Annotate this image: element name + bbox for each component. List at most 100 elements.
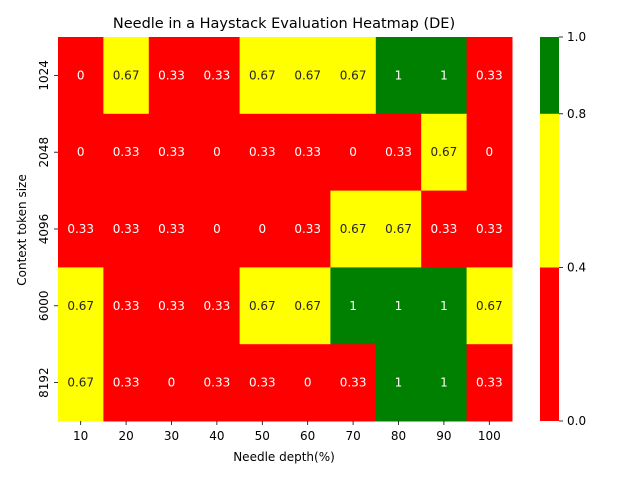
heatmap-cells: 0 0.67 0.33 0.33 0.67 0.67 0.67 1 1 0.33 0 0.33 0.33… <box>58 37 513 422</box>
heatmap-cell <box>285 113 331 192</box>
y-tick-label: 8192 <box>37 367 51 398</box>
cell-value-label: 0 <box>304 376 312 390</box>
cell-value-label: 0.33 <box>158 299 185 313</box>
heatmap-cell <box>148 344 195 422</box>
heatmap-cell <box>330 37 377 115</box>
cell-value-label: 0.67 <box>249 299 276 313</box>
x-tick-label: 20 <box>118 429 133 443</box>
heatmap-cell <box>466 344 513 422</box>
cell-value-label: 0.33 <box>113 376 140 390</box>
cell-value-label: 0.67 <box>294 299 321 313</box>
cell-value-label: 0.33 <box>476 68 503 82</box>
heatmap-cell <box>239 267 286 345</box>
heatmap-cell <box>103 37 150 115</box>
heatmap-cell <box>194 267 241 345</box>
cell-value-label: 0.67 <box>249 68 276 82</box>
heatmap-cell <box>148 190 195 268</box>
heatmap-cell <box>466 267 513 345</box>
cell-value-label: 0.67 <box>431 145 458 159</box>
heatmap-cell <box>466 37 513 115</box>
colorbar-segment <box>540 267 559 421</box>
y-tick-label: 1024 <box>37 60 51 91</box>
heatmap-cell <box>103 344 150 422</box>
y-tick-label: 4096 <box>37 214 51 245</box>
cell-value-label: 1 <box>395 376 403 390</box>
heatmap-cell <box>330 344 377 422</box>
x-tick-label: 60 <box>300 429 315 443</box>
heatmap-cell <box>239 344 286 422</box>
heatmap-cell <box>58 37 104 115</box>
cell-value-label: 0.33 <box>294 145 321 159</box>
heatmap-cell <box>239 37 286 115</box>
heatmap-cell <box>421 37 468 115</box>
heatmap-cell <box>285 37 331 115</box>
y-tick-label: 2048 <box>37 137 51 168</box>
cell-value-label: 0.33 <box>158 222 185 236</box>
x-tick-label: 50 <box>255 429 270 443</box>
cell-value-label: 1 <box>349 299 357 313</box>
cell-value-label: 0.33 <box>113 145 140 159</box>
cell-value-label: 0.33 <box>204 376 231 390</box>
cell-value-label: 1 <box>440 376 448 390</box>
cell-value-label: 1 <box>440 299 448 313</box>
cell-value-label: 0.33 <box>249 145 276 159</box>
cell-value-label: 0.67 <box>340 222 367 236</box>
heatmap-cell <box>194 113 241 192</box>
x-tick-label: 90 <box>436 429 451 443</box>
heatmap-cell <box>148 37 195 115</box>
cell-value-label: 0.33 <box>294 222 321 236</box>
cell-value-label: 0 <box>213 145 221 159</box>
cell-value-label: 0.33 <box>158 145 185 159</box>
cell-value-label: 0.67 <box>113 68 140 82</box>
cell-value-label: 0.33 <box>385 145 412 159</box>
heatmap-cell <box>194 344 241 422</box>
y-axis: 1024 2048 4096 6000 8192 <box>37 60 58 398</box>
heatmap-cell <box>194 37 241 115</box>
colorbar-tick-label: 0.0 <box>567 414 586 428</box>
cell-value-label: 0 <box>258 222 266 236</box>
cell-value-label: 0.67 <box>340 68 367 82</box>
cell-value-label: 0.67 <box>476 299 503 313</box>
cell-value-label: 0.33 <box>67 222 94 236</box>
heatmap-cell <box>421 267 468 345</box>
cell-value-label: 0 <box>168 376 176 390</box>
cell-value-label: 0 <box>77 68 85 82</box>
x-axis-label: Needle depth(%) <box>233 450 335 464</box>
heatmap-cell <box>330 113 377 192</box>
cell-value-label: 0.33 <box>249 376 276 390</box>
heatmap-cell <box>148 267 195 345</box>
heatmap-cell <box>58 113 104 192</box>
heatmap-cell <box>103 267 150 345</box>
heatmap-cell <box>103 190 150 268</box>
cell-value-label: 1 <box>395 68 403 82</box>
cell-value-label: 0.67 <box>67 299 94 313</box>
cell-value-label: 0.33 <box>204 68 231 82</box>
cell-value-label: 0.67 <box>385 222 412 236</box>
heatmap-cell <box>375 37 422 115</box>
x-tick-label: 10 <box>73 429 88 443</box>
cell-value-label: 0.33 <box>158 68 185 82</box>
cell-value-label: 0.33 <box>113 222 140 236</box>
cell-value-label: 0 <box>349 145 357 159</box>
cell-value-label: 0.67 <box>294 68 321 82</box>
cell-value-label: 0 <box>485 145 493 159</box>
y-axis-label: Context token size <box>15 174 29 285</box>
heatmap-cell <box>194 190 241 268</box>
cell-value-label: 1 <box>395 299 403 313</box>
x-tick-label: 100 <box>478 429 501 443</box>
x-tick-label: 80 <box>391 429 406 443</box>
x-tick-label: 40 <box>209 429 224 443</box>
heatmap-cell <box>421 190 468 268</box>
heatmap-cell <box>58 267 104 345</box>
heatmap-cell <box>330 190 377 268</box>
heatmap-cell <box>239 190 286 268</box>
colorbar-segment <box>540 37 559 114</box>
colorbar-tick-label: 0.8 <box>567 107 586 121</box>
cell-value-label: 0.33 <box>476 376 503 390</box>
heatmap-cell <box>375 190 422 268</box>
heatmap-cell <box>58 190 104 268</box>
heatmap-cell <box>421 113 468 192</box>
cell-value-label: 0 <box>213 222 221 236</box>
x-tick-label: 70 <box>345 429 360 443</box>
